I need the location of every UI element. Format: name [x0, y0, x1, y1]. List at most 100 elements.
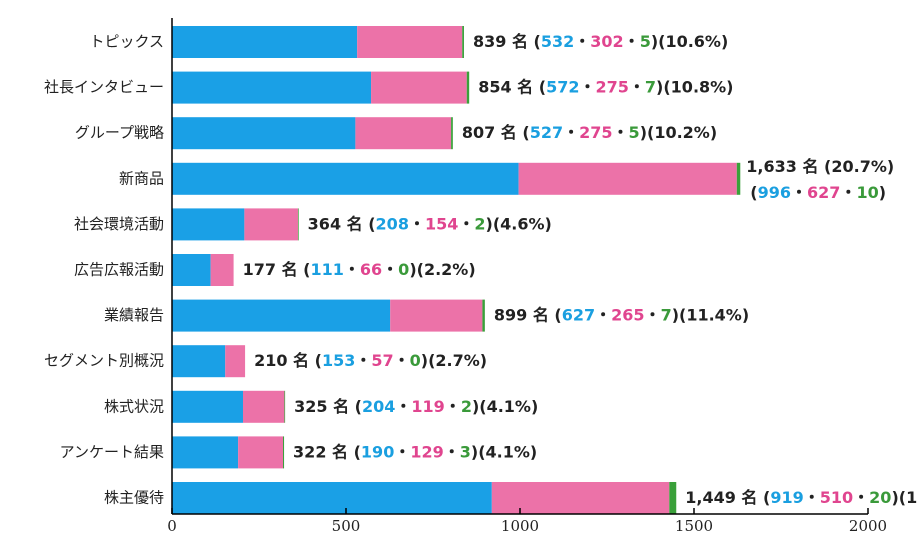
total-label: 325 名: [294, 396, 349, 415]
data-label: 322 名 (190・129・3)(4.1%): [293, 442, 537, 461]
share-label: (4.6%): [493, 214, 552, 233]
x-tick-label: 2000: [849, 517, 887, 535]
total-label: 854 名: [478, 77, 533, 96]
share-label: (10.2%): [647, 123, 717, 142]
share-label: (4.1%): [479, 396, 538, 415]
category-label: トピックス: [89, 33, 164, 51]
total-label: 839 名: [473, 32, 528, 51]
punct: ・: [574, 32, 590, 51]
value-label: 154: [425, 214, 458, 233]
category-label: 株主優待: [104, 489, 164, 507]
punct: (: [522, 123, 529, 142]
punct: (: [554, 305, 561, 324]
x-tick-label: 0: [167, 517, 177, 535]
value-label: 627: [562, 305, 595, 324]
punct: ・: [613, 123, 629, 142]
punct: ): [891, 488, 898, 507]
category-label: 社長インタビュー: [44, 78, 164, 96]
bar-segment: [172, 26, 358, 58]
bar-segment: [462, 26, 464, 58]
value-label: 265: [611, 305, 644, 324]
bar-segment: [466, 71, 470, 104]
punct: ・: [445, 396, 461, 415]
value-label: 66: [360, 260, 382, 279]
share-label: (11.4%): [679, 305, 749, 324]
category-label: 株式状況: [104, 397, 164, 415]
category-label: セグメント別概況: [44, 352, 164, 370]
punct: ・: [804, 488, 820, 507]
bar-segment: [172, 482, 492, 514]
value-label: 2: [461, 396, 472, 415]
value-label: 57: [371, 351, 393, 370]
bar-segment: [210, 254, 234, 286]
punct: ・: [624, 32, 640, 51]
punct: ・: [791, 182, 807, 201]
punct: ): [471, 442, 478, 461]
total-label: 1,633 名: [746, 156, 818, 175]
punct: (: [539, 77, 546, 96]
punct: (: [368, 214, 375, 233]
value-label: 627: [807, 182, 840, 201]
punct: ): [421, 351, 428, 370]
category-label: グループ戦略: [75, 124, 164, 142]
data-label: 899 名 (627・265・7)(11.4%): [494, 305, 749, 324]
punct: ・: [382, 260, 398, 279]
punct: ・: [355, 351, 371, 370]
punct: ): [472, 396, 479, 415]
punct: ・: [579, 77, 595, 96]
bar-segment: [172, 208, 245, 241]
data-label: 364 名 (208・154・2)(4.6%): [308, 214, 552, 233]
data-label: 1,449 名 (919・510・20)(18.4%): [685, 488, 917, 507]
bar-segment: [225, 345, 246, 378]
value-label: 275: [579, 123, 612, 142]
data-label: 210 名 (153・57・0)(2.7%): [254, 351, 487, 370]
punct: (: [750, 182, 757, 201]
bar-segment: [172, 345, 226, 378]
punct: ・: [645, 305, 661, 324]
value-label: 5: [640, 32, 651, 51]
category-label: 社会環境活動: [74, 215, 164, 233]
share-label: (2.2%): [417, 260, 476, 279]
value-label: 119: [411, 396, 444, 415]
value-label: 510: [820, 488, 853, 507]
bar-segment: [172, 390, 243, 423]
value-label: 190: [361, 442, 394, 461]
bar-segment: [355, 117, 452, 150]
x-tick-label: 500: [332, 517, 361, 535]
value-label: 0: [410, 351, 421, 370]
value-label: 111: [310, 260, 343, 279]
bar-segment: [172, 162, 519, 195]
total-label: 210 名: [254, 351, 309, 370]
value-label: 275: [595, 77, 628, 96]
value-label: 5: [629, 123, 640, 142]
bar-segment: [172, 299, 391, 332]
punct: ・: [344, 260, 360, 279]
punct: ・: [458, 214, 474, 233]
value-label: 996: [758, 182, 791, 201]
bar-segment: [669, 482, 677, 514]
punct: ): [672, 305, 679, 324]
total-label: 899 名: [494, 305, 549, 324]
value-label: 0: [398, 260, 409, 279]
punct: ): [879, 182, 886, 201]
bar-segment: [482, 299, 485, 332]
bar-segment: [172, 71, 372, 104]
punct: ・: [444, 442, 460, 461]
data-label: (996・627・10): [750, 182, 886, 201]
total-label: 364 名: [308, 214, 363, 233]
category-label: アンケート結果: [60, 443, 164, 461]
punct: (: [354, 442, 361, 461]
punct: ・: [395, 396, 411, 415]
bar-segment: [242, 390, 285, 423]
punct: ・: [629, 77, 645, 96]
punct: ・: [840, 182, 856, 201]
share-label: (18.4%): [899, 488, 917, 507]
value-label: 302: [590, 32, 623, 51]
value-label: 129: [410, 442, 443, 461]
value-label: 208: [376, 214, 409, 233]
total-label: 322 名: [293, 442, 348, 461]
category-label: 広告広報活動: [74, 261, 164, 279]
bar-segment: [736, 162, 741, 195]
value-label: 572: [546, 77, 579, 96]
